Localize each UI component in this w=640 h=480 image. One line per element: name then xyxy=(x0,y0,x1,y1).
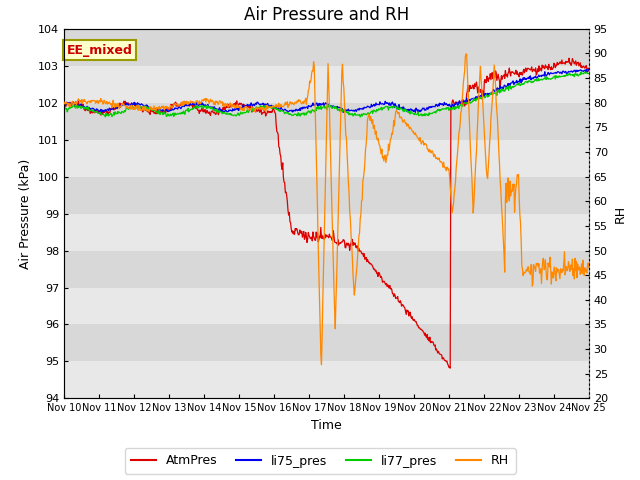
RH xyxy=(60,99,68,105)
AtmPres xyxy=(60,104,68,109)
li75_pres xyxy=(95,110,103,116)
Line: li75_pres: li75_pres xyxy=(64,70,589,113)
RH xyxy=(585,264,593,270)
AtmPres xyxy=(459,96,467,102)
RH xyxy=(92,98,100,104)
Bar xyxy=(64,177,589,214)
Line: RH: RH xyxy=(64,54,589,365)
li77_pres xyxy=(365,110,373,116)
Bar xyxy=(64,66,589,103)
RH xyxy=(317,362,325,368)
RH xyxy=(462,51,470,57)
Bar xyxy=(64,29,589,66)
li75_pres xyxy=(60,102,68,108)
Y-axis label: RH: RH xyxy=(613,204,627,223)
li77_pres xyxy=(585,71,593,76)
Bar xyxy=(64,251,589,288)
AtmPres xyxy=(394,299,402,304)
li77_pres xyxy=(60,106,68,111)
RH xyxy=(395,109,403,115)
Line: AtmPres: AtmPres xyxy=(64,58,589,368)
li77_pres xyxy=(581,69,589,75)
AtmPres xyxy=(365,260,372,265)
Bar xyxy=(64,140,589,177)
Bar xyxy=(64,214,589,251)
AtmPres xyxy=(565,55,573,61)
li75_pres xyxy=(459,98,467,104)
li75_pres xyxy=(380,101,387,107)
AtmPres xyxy=(513,72,520,77)
AtmPres xyxy=(379,279,387,285)
li77_pres xyxy=(92,108,100,114)
li77_pres xyxy=(395,107,403,112)
Bar xyxy=(64,103,589,140)
li75_pres xyxy=(92,107,100,112)
AtmPres xyxy=(585,68,593,74)
Bar xyxy=(64,361,589,398)
li77_pres xyxy=(459,104,467,109)
Legend: AtmPres, li75_pres, li77_pres, RH: AtmPres, li75_pres, li77_pres, RH xyxy=(125,448,515,474)
Text: EE_mixed: EE_mixed xyxy=(67,44,132,57)
RH xyxy=(459,90,467,96)
li75_pres xyxy=(395,102,403,108)
Title: Air Pressure and RH: Air Pressure and RH xyxy=(244,6,409,24)
AtmPres xyxy=(446,365,454,371)
RH xyxy=(380,154,387,159)
RH xyxy=(365,113,373,119)
Y-axis label: Air Pressure (kPa): Air Pressure (kPa) xyxy=(19,158,33,269)
li75_pres xyxy=(513,78,520,84)
li75_pres xyxy=(365,105,373,110)
li75_pres xyxy=(585,67,593,72)
li77_pres xyxy=(356,114,364,120)
AtmPres xyxy=(92,107,100,113)
Line: li77_pres: li77_pres xyxy=(64,72,589,117)
li77_pres xyxy=(513,82,520,88)
Bar xyxy=(64,288,589,324)
RH xyxy=(513,172,521,178)
li77_pres xyxy=(380,105,387,110)
Bar xyxy=(64,324,589,361)
X-axis label: Time: Time xyxy=(311,419,342,432)
